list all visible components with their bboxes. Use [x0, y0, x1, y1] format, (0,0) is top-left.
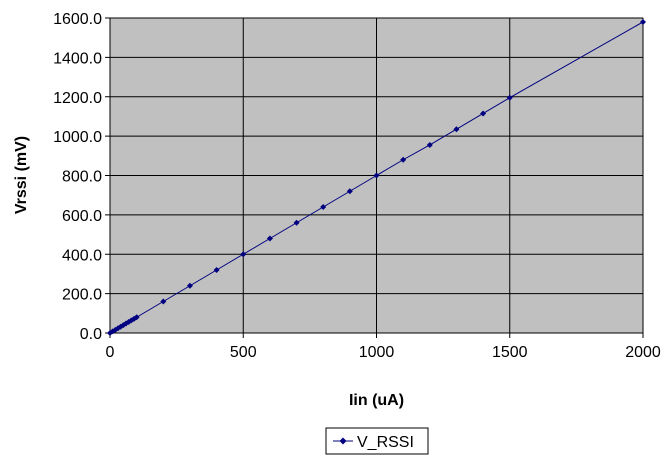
x-axis-title: Iin (uA) — [349, 392, 404, 409]
series-layer — [107, 18, 646, 336]
y-tick-label: 1000.0 — [53, 129, 102, 146]
legend-label: V_RSSI — [357, 434, 414, 451]
y-tick-label: 600.0 — [62, 208, 102, 225]
data-point — [346, 188, 353, 195]
x-tick-label: 2000 — [625, 344, 661, 361]
y-axis-title: Vrssi (mV) — [13, 136, 30, 214]
data-point — [186, 282, 193, 289]
data-point — [213, 267, 220, 273]
y-tick-label: 200.0 — [62, 287, 102, 304]
y-tick-label: 400.0 — [62, 247, 102, 264]
data-point — [480, 110, 487, 117]
data-point — [320, 204, 327, 210]
data-point — [133, 314, 140, 321]
data-point — [266, 235, 273, 242]
y-tick-label: 1200.0 — [53, 90, 102, 107]
x-tick-label: 1000 — [359, 344, 395, 361]
data-point — [293, 219, 300, 226]
y-tick-label: 1600.0 — [53, 11, 102, 28]
data-point — [373, 172, 380, 179]
data-point — [506, 94, 513, 101]
y-tick-label: 0.0 — [80, 326, 102, 343]
tick-labels: 0.0 200.0 400.0 600.0 800.0 1000.0 1200.0 1400.… — [53, 11, 661, 361]
data-point — [122, 320, 129, 327]
data-point — [240, 251, 247, 258]
legend-marker — [339, 437, 347, 445]
data-point — [400, 156, 407, 163]
data-point — [160, 298, 167, 305]
x-tick-label: 1500 — [492, 344, 528, 361]
y-tick-label: 1400.0 — [53, 50, 102, 67]
axes — [105, 17, 644, 338]
legend: V_RSSI — [325, 427, 429, 455]
data-point — [640, 18, 646, 25]
x-tick-label: 500 — [230, 344, 257, 361]
data-point — [453, 126, 460, 133]
y-tick-label: 800.0 — [62, 169, 102, 186]
x-tick-label: 0 — [106, 344, 115, 361]
data-point — [426, 141, 433, 148]
